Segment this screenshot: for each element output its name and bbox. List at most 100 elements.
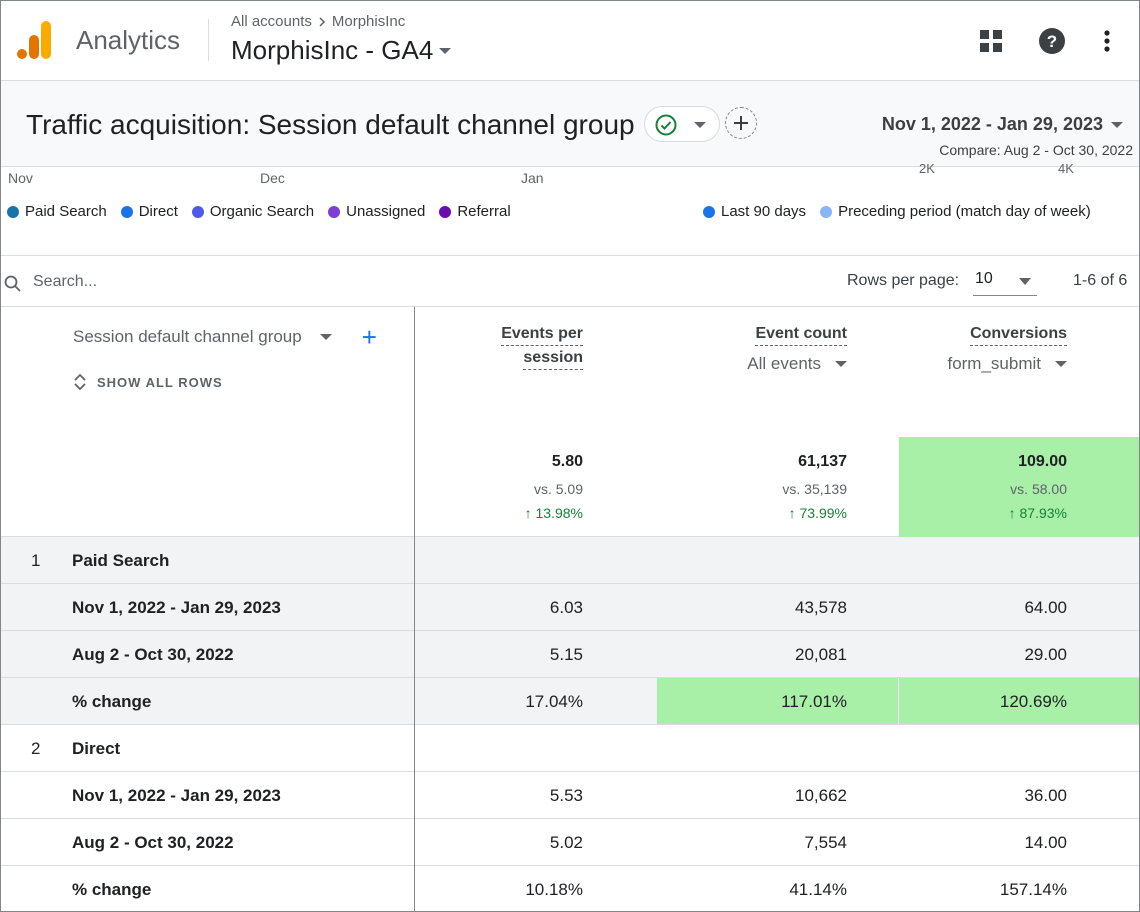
cell-events-per-session: 5.02 [549, 833, 583, 852]
legend-item[interactable]: Organic Search [191, 203, 315, 220]
table-row[interactable]: Nov 1, 2022 - Jan 29, 2023 5.53 10,662 3… [1, 772, 1139, 819]
cell-events-per-session: 17.04% [525, 692, 583, 711]
channel-legend: Paid Search Direct Organic Search Unassi… [7, 203, 511, 220]
caret-down-icon [694, 122, 706, 128]
legend-dot [191, 205, 204, 218]
dimension-header-label: Session default channel group [73, 327, 302, 346]
chart-x-tick: Jan [521, 170, 544, 186]
total-comparison: vs. 35,139 [782, 481, 847, 497]
metric-name: Event count [755, 325, 847, 346]
breadcrumb-child[interactable]: MorphisInc [331, 13, 406, 30]
row-rank: 2 [31, 739, 41, 758]
cell-events-per-session: 5.53 [549, 786, 583, 805]
legend-label: Preceding period (match day of week) [838, 203, 1091, 220]
show-all-rows-button[interactable]: SHOW ALL ROWS [73, 373, 223, 391]
legend-dot [328, 205, 341, 218]
legend-item[interactable]: Paid Search [7, 203, 107, 220]
row-label: Nov 1, 2022 - Jan 29, 2023 [72, 598, 281, 617]
cell-event-count: 10,662 [795, 786, 847, 805]
total-value: 61,137 [798, 453, 847, 470]
caret-down-icon [1055, 361, 1067, 367]
chevron-right-icon [319, 16, 325, 27]
analytics-logo-icon[interactable] [17, 21, 53, 59]
table-row[interactable]: % change 17.04% 117.01% 120.69% [1, 678, 1139, 725]
add-comparison-button[interactable] [725, 107, 757, 139]
total-conversions: 109.00 vs. 58.00 ↑ 87.93% [899, 437, 1139, 537]
metric-name: Events per [501, 325, 583, 346]
rows-per-page-value: 10 [975, 270, 993, 287]
legend-item[interactable]: Last 90 days [703, 203, 806, 220]
total-events-per-session: 5.80 vs. 5.09 ↑ 13.98% [415, 437, 583, 537]
cell-event-count: 117.01% [781, 692, 847, 711]
caret-down-icon [835, 361, 847, 367]
legend-label: Unassigned [346, 203, 426, 220]
caret-down-icon [1111, 121, 1123, 128]
cell-conversions: 157.14% [999, 880, 1067, 899]
table-group-row[interactable]: 1 Paid Search [1, 537, 1139, 584]
apps-grid-icon[interactable] [977, 27, 1005, 55]
help-icon[interactable]: ? [1038, 27, 1066, 55]
column-divider [414, 307, 415, 911]
chart-x-tick: Dec [260, 170, 285, 186]
metric-name-line2: session [523, 349, 583, 370]
legend-dot [439, 205, 452, 218]
table-row[interactable]: Aug 2 - Oct 30, 2022 5.15 20,081 29.00 [1, 631, 1139, 678]
show-all-rows-label: SHOW ALL ROWS [97, 374, 223, 390]
legend-label: Last 90 days [721, 203, 807, 220]
chart-tick: 2K [919, 161, 935, 176]
more-vert-icon[interactable] [1093, 27, 1121, 55]
table-row[interactable]: Nov 1, 2022 - Jan 29, 2023 6.03 43,578 6… [1, 584, 1139, 631]
group-header-cell: 1 Paid Search [1, 537, 414, 583]
dimension-header[interactable]: Session default channel group + [73, 322, 377, 352]
caret-down-icon [1019, 278, 1031, 285]
rows-per-page-select[interactable]: 10 [973, 266, 1037, 296]
table-row[interactable]: Aug 2 - Oct 30, 2022 5.02 7,554 14.00 [1, 819, 1139, 866]
add-dimension-icon[interactable]: + [361, 322, 377, 352]
breadcrumb[interactable]: All accounts MorphisInc [231, 13, 405, 30]
svg-text:?: ? [1047, 32, 1057, 51]
legend-item[interactable]: Direct [120, 203, 178, 220]
cell-events-per-session: 5.15 [549, 645, 583, 664]
cell-conversions: 64.00 [1024, 598, 1067, 617]
legend-label: Referral [457, 203, 511, 220]
top-app-bar: Analytics All accounts MorphisInc Morphi… [1, 1, 1139, 81]
legend-item[interactable]: Referral [439, 203, 511, 220]
app-name: Analytics [76, 25, 181, 55]
cell-events-per-session: 6.03 [549, 598, 583, 617]
row-rank: 1 [31, 551, 41, 570]
date-range-picker[interactable]: Nov 1, 2022 - Jan 29, 2023 [882, 114, 1123, 135]
report-status-menu[interactable] [644, 106, 720, 142]
metric-header-conversions[interactable]: Conversions form_submit [901, 325, 1067, 374]
legend-dot [703, 205, 715, 218]
chart-tick: 4K [1058, 161, 1074, 176]
legend-label: Organic Search [209, 203, 315, 220]
metric-header-events-per-session[interactable]: Events per session [471, 325, 583, 370]
cell-event-count: 41.14% [789, 880, 847, 899]
legend-dot [120, 205, 133, 218]
search-input[interactable] [33, 268, 333, 296]
total-change: ↑ 73.99% [788, 505, 847, 521]
metric-header-event-count[interactable]: Event count All events [661, 325, 847, 374]
search-icon [4, 275, 21, 292]
divider [208, 19, 209, 61]
table-group-row[interactable]: 2 Direct [1, 725, 1139, 772]
event-filter-select[interactable]: All events [661, 354, 847, 374]
property-selector[interactable]: MorphisInc - GA4 [231, 35, 452, 66]
group-metric-cells [415, 537, 1139, 583]
legend-dot [7, 205, 19, 218]
table-row[interactable]: % change 10.18% 41.14% 157.14% [1, 866, 1139, 911]
cell-conversions: 36.00 [1024, 786, 1067, 805]
legend-label: Paid Search [25, 203, 107, 220]
total-comparison: vs. 5.09 [533, 481, 583, 497]
total-change: ↑ 13.98% [524, 505, 583, 521]
report-header: Traffic acquisition: Session default cha… [1, 81, 1139, 167]
breadcrumb-parent[interactable]: All accounts [231, 13, 312, 30]
caret-down-icon[interactable] [319, 334, 332, 340]
row-label: % change [72, 692, 152, 711]
legend-item[interactable]: Preceding period (match day of week) [820, 203, 1091, 220]
table-toolbar: Rows per page: 10 1-6 of 6 [1, 255, 1139, 307]
legend-item[interactable]: Unassigned [328, 203, 425, 220]
conversion-filter-select[interactable]: form_submit [901, 354, 1067, 374]
metric-name: Conversions [970, 325, 1067, 346]
cell-event-count: 7,554 [804, 833, 847, 852]
